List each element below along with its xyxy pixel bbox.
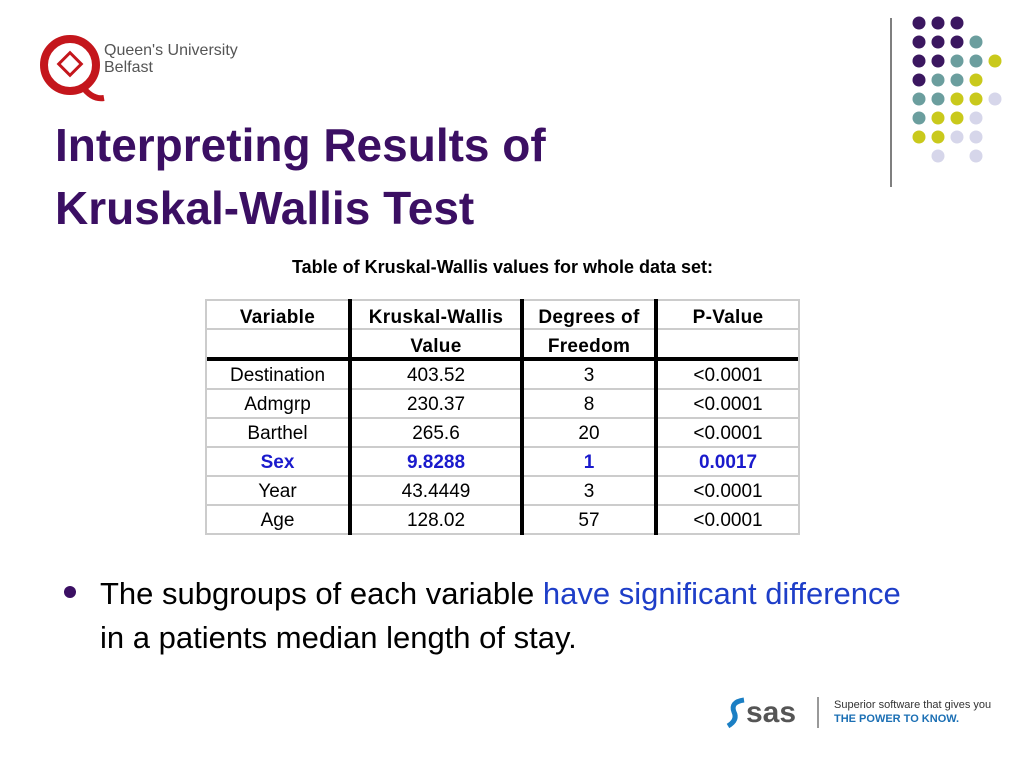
header-rule xyxy=(205,357,800,361)
header-text: P-Value xyxy=(692,307,764,328)
column-rule xyxy=(348,299,352,535)
bullet-dot xyxy=(64,586,76,598)
border xyxy=(205,299,207,535)
table-cell: Year xyxy=(258,480,297,502)
border xyxy=(205,417,800,419)
header-text: Degrees of xyxy=(538,307,640,328)
dot xyxy=(931,111,945,125)
table-cell: <0.0001 xyxy=(693,422,763,444)
header-text: Value xyxy=(410,336,462,357)
table-cell: 1 xyxy=(583,451,595,473)
tagline-bold: THE POWER TO KNOW. xyxy=(834,713,959,725)
dot xyxy=(950,16,964,30)
table-cell: 43.4449 xyxy=(401,480,471,502)
table-cell: Barthel xyxy=(247,422,308,444)
table-cell: 8 xyxy=(583,393,595,415)
logo-place: Belfast xyxy=(104,59,153,76)
table-cell: 3 xyxy=(583,480,595,502)
title-line: Kruskal-Wallis Test xyxy=(55,182,475,234)
table-cell: 230.37 xyxy=(406,393,466,415)
border xyxy=(798,299,800,535)
tagline: Superior software that gives you xyxy=(834,699,991,711)
dot xyxy=(950,92,964,106)
header-text: Freedom xyxy=(547,336,631,357)
dot xyxy=(969,149,983,163)
table-caption: Table of Kruskal-Wallis values for whole… xyxy=(291,257,714,277)
sas-brand: sas xyxy=(746,696,796,729)
table-cell: 9.8288 xyxy=(406,451,466,473)
dot xyxy=(912,35,926,49)
sas-logo: sas Superior software that gives you THE… xyxy=(726,696,991,729)
header-text: Kruskal-Wallis xyxy=(368,307,504,328)
dot xyxy=(988,92,1002,106)
dot xyxy=(931,73,945,87)
header-cell: Variable xyxy=(205,299,350,358)
bullet-text: The subgroups of each variable have sign… xyxy=(100,572,920,660)
dot xyxy=(950,111,964,125)
dot xyxy=(988,54,1002,68)
column-rule xyxy=(520,299,524,535)
border xyxy=(205,328,800,330)
dot xyxy=(969,54,983,68)
table-cell: 128.02 xyxy=(406,509,466,531)
dot xyxy=(969,92,983,106)
table-cell: <0.0001 xyxy=(693,364,763,386)
column-rule xyxy=(654,299,658,535)
table-cell: 265.6 xyxy=(412,422,460,444)
title-line: Interpreting Results of xyxy=(55,119,546,171)
dot xyxy=(969,130,983,144)
dot-pattern xyxy=(912,16,1002,163)
dot xyxy=(950,73,964,87)
border xyxy=(205,504,800,506)
table-cell: Admgrp xyxy=(244,393,311,415)
table-cell: 0.0017 xyxy=(698,451,758,473)
results-table: Variable Kruskal-Wallis Value Degrees of Fre… xyxy=(205,299,800,535)
dot xyxy=(912,130,926,144)
dot xyxy=(969,73,983,87)
table-cell: 403.52 xyxy=(406,364,466,386)
dot xyxy=(931,35,945,49)
table-cell: <0.0001 xyxy=(693,480,763,502)
dot xyxy=(969,111,983,125)
dot xyxy=(912,54,926,68)
border xyxy=(205,299,800,301)
bullet-segment: The subgroups of each variable xyxy=(100,576,543,611)
bullet-segment: in a patients median length of stay. xyxy=(100,576,910,655)
border xyxy=(205,475,800,477)
logo-name: Queen's University xyxy=(104,42,238,59)
border xyxy=(205,388,800,390)
dot xyxy=(950,35,964,49)
table-cell: 3 xyxy=(583,364,595,386)
border xyxy=(205,533,800,535)
dot xyxy=(969,35,983,49)
dot xyxy=(950,54,964,68)
dot xyxy=(931,92,945,106)
table-cell: <0.0001 xyxy=(693,393,763,415)
table-cell: 57 xyxy=(578,509,600,531)
header-cell: Kruskal-Wallis Value xyxy=(350,299,522,358)
header-text: Variable xyxy=(239,307,316,328)
header-cell: Degrees of Freedom xyxy=(522,299,656,358)
dot xyxy=(931,149,945,163)
header-cell: P-Value xyxy=(656,299,800,358)
table-cell: <0.0001 xyxy=(693,509,763,531)
table-cell: Age xyxy=(260,509,295,531)
dot xyxy=(912,16,926,30)
qub-logo xyxy=(40,35,105,102)
table-cell: 20 xyxy=(578,422,600,444)
dot xyxy=(931,130,945,144)
dot xyxy=(931,16,945,30)
dot xyxy=(950,130,964,144)
slide-title: Interpreting Results of Kruskal-Wallis T… xyxy=(55,114,546,240)
border xyxy=(205,446,800,448)
dot xyxy=(931,54,945,68)
dot xyxy=(912,111,926,125)
dot xyxy=(912,73,926,87)
table-cell: Destination xyxy=(229,364,326,386)
dot xyxy=(912,92,926,106)
table-cell: Sex xyxy=(260,451,295,473)
bullet-segment: have significant difference xyxy=(542,576,901,611)
